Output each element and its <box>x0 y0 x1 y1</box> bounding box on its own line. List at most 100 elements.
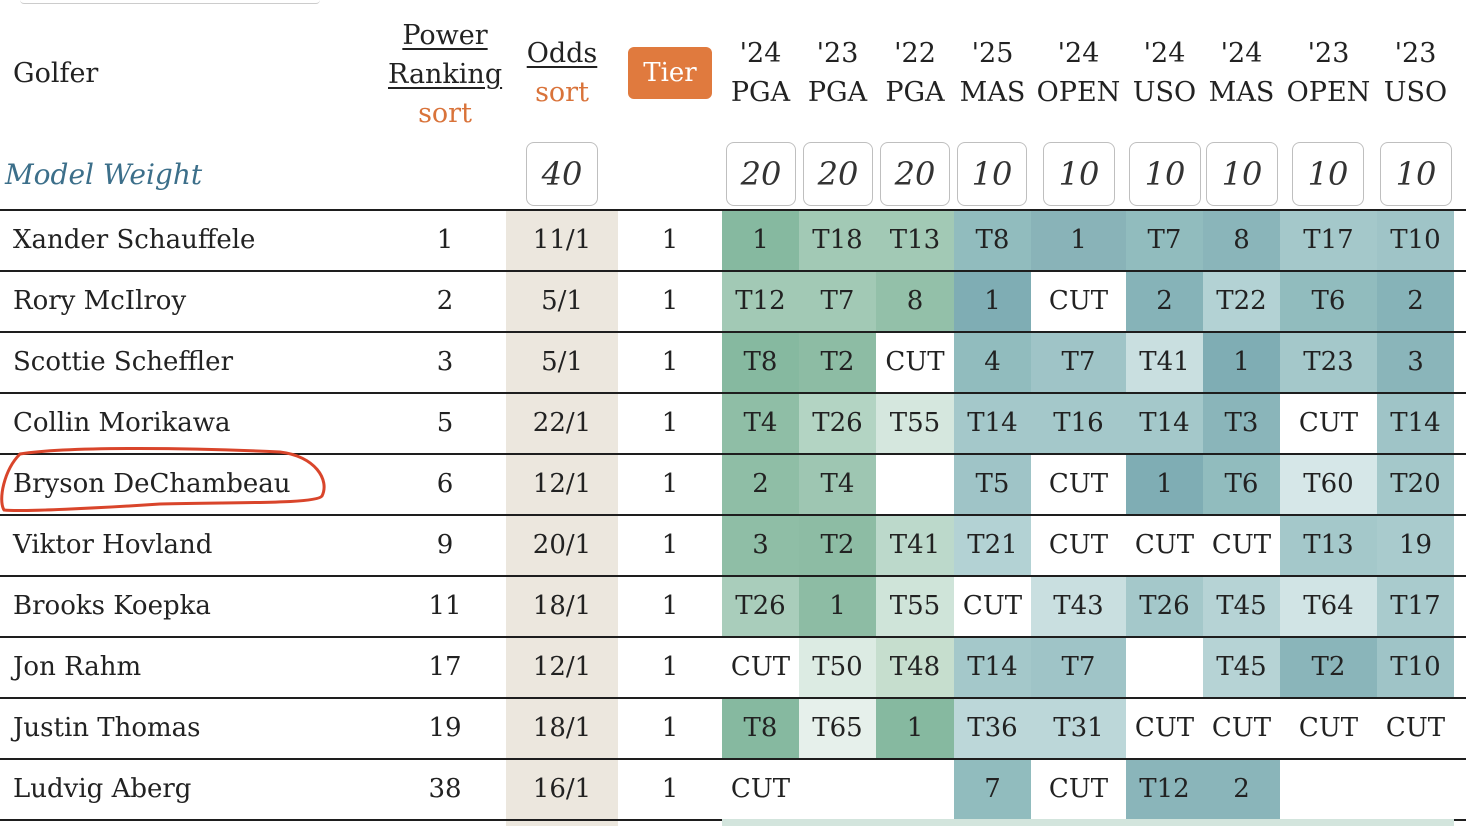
odds-label[interactable]: Odds <box>526 38 598 69</box>
result-cell: 1 <box>954 272 1031 331</box>
result-cell: CUT <box>722 760 799 819</box>
table-row: Jon Rahm 17 12/1 1 CUT T50 T48 T14 T7 T45 T2 T10 <box>0 636 1466 697</box>
power-ranking-header[interactable]: Power Ranking sort <box>388 16 502 133</box>
event-header: '24 USO <box>1126 34 1203 112</box>
result-cell: T7 <box>1126 211 1203 270</box>
event-year: '23 <box>1394 38 1437 69</box>
event-header: '24 OPEN <box>1031 34 1126 112</box>
result-cell: CUT <box>1126 699 1203 758</box>
result-cell: T26 <box>722 577 799 636</box>
power-ranking-value: 17 <box>428 652 462 682</box>
result-cell: T36 <box>954 699 1031 758</box>
event-weight-input[interactable]: 10 <box>1129 142 1201 206</box>
result-cell: T10 <box>1377 211 1454 270</box>
event-weight-input[interactable]: 10 <box>1292 142 1364 206</box>
power-ranking-value: 2 <box>436 286 454 316</box>
result-cell: CUT <box>1031 516 1126 575</box>
event-weight-input[interactable]: 10 <box>1206 142 1278 206</box>
table-row: Brooks Koepka 11 18/1 1 T26 1 T55 CUT T43 T26 T45 T… <box>0 575 1466 636</box>
result-cell: T14 <box>1126 394 1203 453</box>
event-weight-input[interactable]: 10 <box>1380 142 1452 206</box>
result-cell: 1 <box>1031 211 1126 270</box>
result-cell: T6 <box>1203 455 1280 514</box>
event-weight-input[interactable]: 20 <box>803 142 873 206</box>
golfer-name: Bryson DeChambeau <box>13 469 291 499</box>
event-name: MAS <box>959 77 1026 108</box>
golfer-name: Xander Schauffele <box>13 225 256 255</box>
result-cell: T45 <box>1203 638 1280 697</box>
result-cell: T12 <box>1126 760 1203 819</box>
odds-header[interactable]: Odds sort <box>506 34 618 112</box>
result-cell: T16 <box>1031 394 1126 453</box>
event-weight-input[interactable]: 10 <box>1043 142 1115 206</box>
result-cell: T7 <box>799 272 876 331</box>
result-cell: T55 <box>876 577 954 636</box>
result-cell: T41 <box>1126 333 1203 392</box>
golfer-name: Brooks Koepka <box>13 591 211 621</box>
odds-value: 12/1 <box>532 469 592 499</box>
event-header: '24 MAS <box>1203 34 1280 112</box>
result-cell: 19 <box>1377 516 1454 575</box>
golfer-name: Jon Rahm <box>13 652 142 682</box>
event-name: PGA <box>730 77 791 108</box>
result-cell: T7 <box>1031 638 1126 697</box>
event-weight-input[interactable]: 20 <box>726 142 796 206</box>
result-cell: CUT <box>876 333 954 392</box>
tier-value: 1 <box>661 225 679 255</box>
result-cell: T43 <box>1031 577 1126 636</box>
golfer-header: Golfer <box>13 58 99 89</box>
result-cell: T22 <box>1203 272 1280 331</box>
tier-header-button[interactable]: Tier <box>628 47 712 99</box>
event-name: MAS <box>1208 77 1275 108</box>
odds-weight-input[interactable]: 40 <box>526 142 598 206</box>
result-cell: CUT <box>1031 455 1126 514</box>
result-cell: T13 <box>1280 516 1377 575</box>
golfer-name: Collin Morikawa <box>13 408 231 438</box>
result-cell <box>1377 760 1454 819</box>
power-ranking-value: 3 <box>436 347 454 377</box>
tier-value: 1 <box>661 408 679 438</box>
result-cell: CUT <box>1280 394 1377 453</box>
event-header: '25 MAS <box>954 34 1031 112</box>
tier-value: 1 <box>661 469 679 499</box>
event-year: '25 <box>971 38 1014 69</box>
power-ranking-value: 6 <box>436 469 454 499</box>
tier-value: 1 <box>661 591 679 621</box>
odds-value: 12/1 <box>532 652 592 682</box>
odds-value: 11/1 <box>532 225 592 255</box>
tier-value: 1 <box>661 347 679 377</box>
table-row: Justin Thomas 19 18/1 1 T8 T65 1 T36 T31 CUT CUT CU… <box>0 697 1466 758</box>
result-cell: T7 <box>1031 333 1126 392</box>
table-row: Xander Schauffele 1 11/1 1 1 T18 T13 T8 1 T7 8 T17 T… <box>0 209 1466 270</box>
tier-value: 1 <box>661 713 679 743</box>
event-weight-input[interactable]: 10 <box>957 142 1027 206</box>
table-row: Viktor Hovland 9 20/1 1 3 T2 T41 T21 CUT CUT CUT T1… <box>0 514 1466 575</box>
power-ranking-label-1[interactable]: Power <box>402 20 488 51</box>
result-cell: T60 <box>1280 455 1377 514</box>
result-cell: 8 <box>876 272 954 331</box>
golfer-name: Ludvig Aberg <box>13 774 192 804</box>
event-year: '23 <box>816 38 859 69</box>
event-name: OPEN <box>1286 77 1371 108</box>
result-cell <box>799 760 876 819</box>
result-cell: T8 <box>954 211 1031 270</box>
result-cell: CUT <box>1280 699 1377 758</box>
event-year: '24 <box>739 38 782 69</box>
power-ranking-label-2[interactable]: Ranking <box>388 59 503 90</box>
result-cell: T14 <box>1377 394 1454 453</box>
result-cell: 3 <box>722 516 799 575</box>
result-cell: CUT <box>1126 516 1203 575</box>
result-cell: T14 <box>954 638 1031 697</box>
odds-sort-link[interactable]: sort <box>535 77 589 108</box>
power-ranking-sort-link[interactable]: sort <box>418 98 472 129</box>
result-cell: T17 <box>1280 211 1377 270</box>
result-cell: 1 <box>799 577 876 636</box>
result-cell: T48 <box>876 638 954 697</box>
result-cell: T41 <box>876 516 954 575</box>
result-cell <box>1126 638 1203 697</box>
event-year: '23 <box>1307 38 1350 69</box>
event-header: '22 PGA <box>876 34 954 112</box>
golfer-table: Xander Schauffele 1 11/1 1 1 T18 T13 T8 1 T7 8 T17 T… <box>0 209 1466 821</box>
event-weight-input[interactable]: 20 <box>880 142 950 206</box>
result-cell: T20 <box>1377 455 1454 514</box>
